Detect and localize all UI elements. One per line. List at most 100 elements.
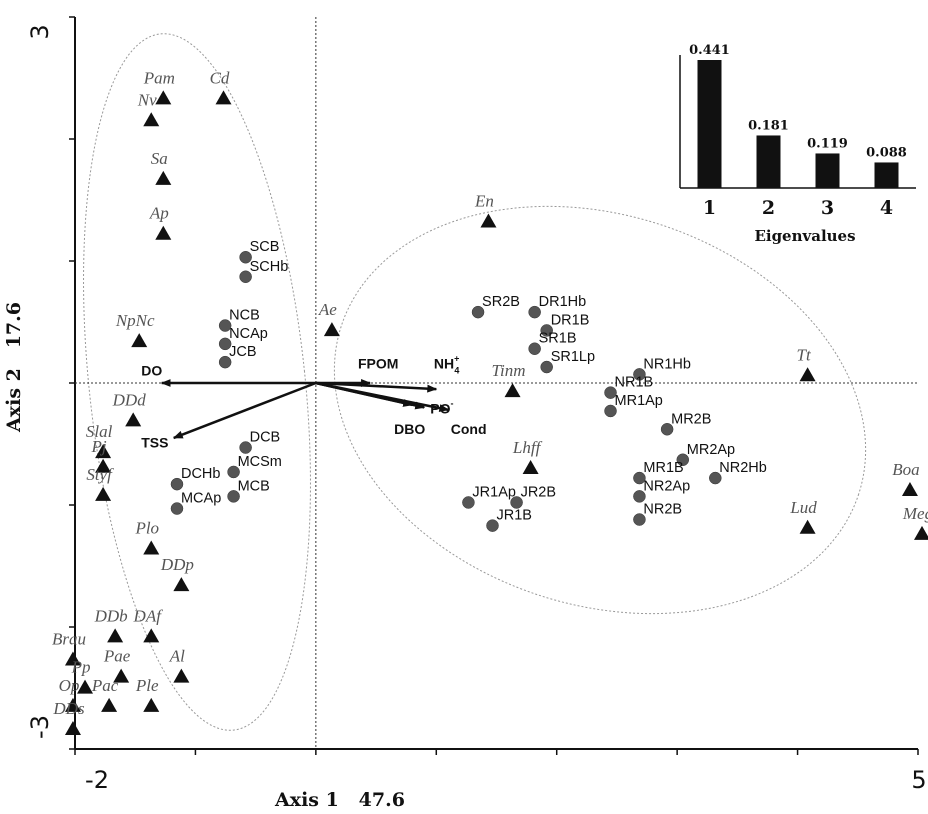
site-point-jr1ap: [462, 496, 475, 509]
site-label-dr1hb: DR1Hb: [539, 294, 587, 310]
eigen-bar-2: [756, 135, 781, 188]
taxon-point-en: [480, 213, 497, 228]
taxon-point-tinm: [504, 383, 521, 398]
taxon-label-pam: Pam: [143, 68, 175, 87]
variable-label-po: PO-: [430, 399, 453, 417]
site-point-dr1hb: [528, 305, 541, 319]
eigen-value-label: 0.088: [866, 145, 907, 160]
taxon-label-lhff: Lhff: [512, 438, 543, 457]
taxon-label-sa: Sa: [151, 149, 168, 168]
taxon-points: [64, 90, 928, 736]
y-tick-min: -3: [26, 715, 54, 739]
site-label-sr1b: SR1B: [539, 331, 577, 347]
variable-label-tss: TSS: [141, 435, 168, 451]
taxon-point-pae: [113, 668, 130, 683]
variable-label-superscript: +: [454, 353, 459, 363]
taxon-label-boa: Boa: [892, 460, 919, 479]
site-label-ncb: NCB: [229, 308, 260, 324]
taxon-label-nv: Nv: [137, 90, 157, 109]
taxon-point-cd: [215, 90, 232, 105]
eigen-category-label: 2: [762, 197, 775, 219]
site-point-nr1hb: [633, 368, 646, 381]
ellipse-impacted-group: [333, 205, 867, 615]
taxon-point-lud: [799, 519, 816, 534]
site-point-nr2hb: [709, 471, 722, 485]
site-label-mr1ap: MR1Ap: [615, 393, 663, 409]
site-point-mr1b: [633, 471, 646, 485]
site-label-nr2ap: NR2Ap: [643, 478, 690, 494]
taxon-point-daf: [143, 628, 160, 643]
eigen-value-label: 0.441: [689, 43, 730, 58]
taxon-point-nv: [143, 112, 160, 127]
site-points: [170, 250, 722, 532]
x-tick-min: -2: [85, 766, 109, 794]
taxon-point-tt: [799, 367, 816, 382]
site-label-nr1hb: NR1Hb: [643, 356, 691, 372]
taxon-point-meg: [914, 525, 928, 540]
taxon-point-op: [64, 697, 81, 712]
arrow-cond: [315, 381, 450, 412]
inset-title: Eigenvalues: [754, 227, 855, 245]
taxon-label-styf: Styf: [86, 465, 114, 484]
taxon-point-ple: [143, 697, 160, 712]
taxon-label-op: Op: [59, 676, 80, 695]
taxon-point-ae: [323, 322, 340, 337]
taxon-point-ddb: [107, 628, 124, 643]
site-label-mcb: MCB: [238, 478, 270, 494]
site-label-dchb: DCHb: [181, 466, 220, 482]
site-point-ncap: [218, 337, 232, 351]
site-point-nr2ap: [633, 490, 646, 503]
site-label-sr1lp: SR1Lp: [551, 349, 595, 365]
taxon-point-plo: [143, 540, 160, 555]
taxon-point-brau: [64, 651, 81, 666]
taxon-point-boa: [901, 481, 918, 496]
site-label-mr2b: MR2B: [671, 411, 711, 427]
site-point-mcsm: [227, 465, 240, 479]
site-point-sr2b: [471, 305, 485, 319]
taxon-label-brau: Brau: [52, 630, 86, 649]
variable-label-cond: Cond: [451, 421, 487, 437]
site-point-ncb: [218, 319, 232, 332]
site-point-jcb: [218, 355, 232, 369]
variable-label-text: PO: [430, 401, 450, 417]
site-label-dcb: DCB: [250, 430, 281, 446]
site-label-sr2b: SR2B: [482, 294, 520, 310]
site-point-mcap: [170, 502, 184, 515]
site-label-jr2b: JR2B: [521, 484, 556, 500]
eigen-bar-1: [697, 60, 722, 188]
variable-label-nh: NH+ 4: [434, 353, 460, 375]
eigen-category-label: 1: [703, 197, 716, 219]
site-label-nr1b: NR1B: [615, 375, 654, 391]
taxon-label-slal: Slal: [86, 422, 113, 441]
taxon-label-meg: Meg: [902, 504, 928, 523]
y-tick-max: 3: [26, 24, 54, 39]
ellipse-reference-group: [83, 33, 311, 731]
taxon-label-cd: Cd: [210, 68, 230, 87]
variable-label-text: NH: [434, 355, 454, 371]
eigen-bar-3: [815, 153, 840, 188]
site-point-mr2b: [660, 423, 674, 436]
site-point-dcb: [239, 441, 252, 454]
variable-label-fpom: FPOM: [358, 355, 398, 371]
site-label-jr1ap: JR1Ap: [472, 484, 516, 500]
site-point-dchb: [170, 477, 184, 491]
site-label-nr2hb: NR2Hb: [719, 460, 767, 476]
taxon-point-ddp: [173, 577, 190, 592]
variable-label-superscript: -: [450, 399, 453, 409]
taxon-label-al: Al: [169, 647, 185, 666]
eigen-bar-4: [874, 162, 899, 188]
taxon-point-pj: [95, 458, 112, 473]
site-label-mr2ap: MR2Ap: [687, 442, 735, 458]
site-label-jcb: JCB: [229, 344, 256, 360]
eigenvalue-inset: 0.441 1 0.181 2 0.119 3 0.088 4: [679, 43, 916, 219]
site-point-mcb: [227, 490, 240, 503]
taxon-point-dds: [64, 721, 81, 736]
taxon-label-pac: Pac: [91, 676, 119, 695]
variable-label-text: TSS: [141, 435, 168, 451]
eigen-category-label: 3: [821, 197, 834, 219]
arrow-nh: [315, 381, 438, 393]
taxon-label-ap: Ap: [149, 204, 169, 223]
taxon-point-pam: [155, 90, 172, 105]
site-point-schb: [239, 270, 252, 284]
taxon-point-pac: [101, 697, 118, 712]
